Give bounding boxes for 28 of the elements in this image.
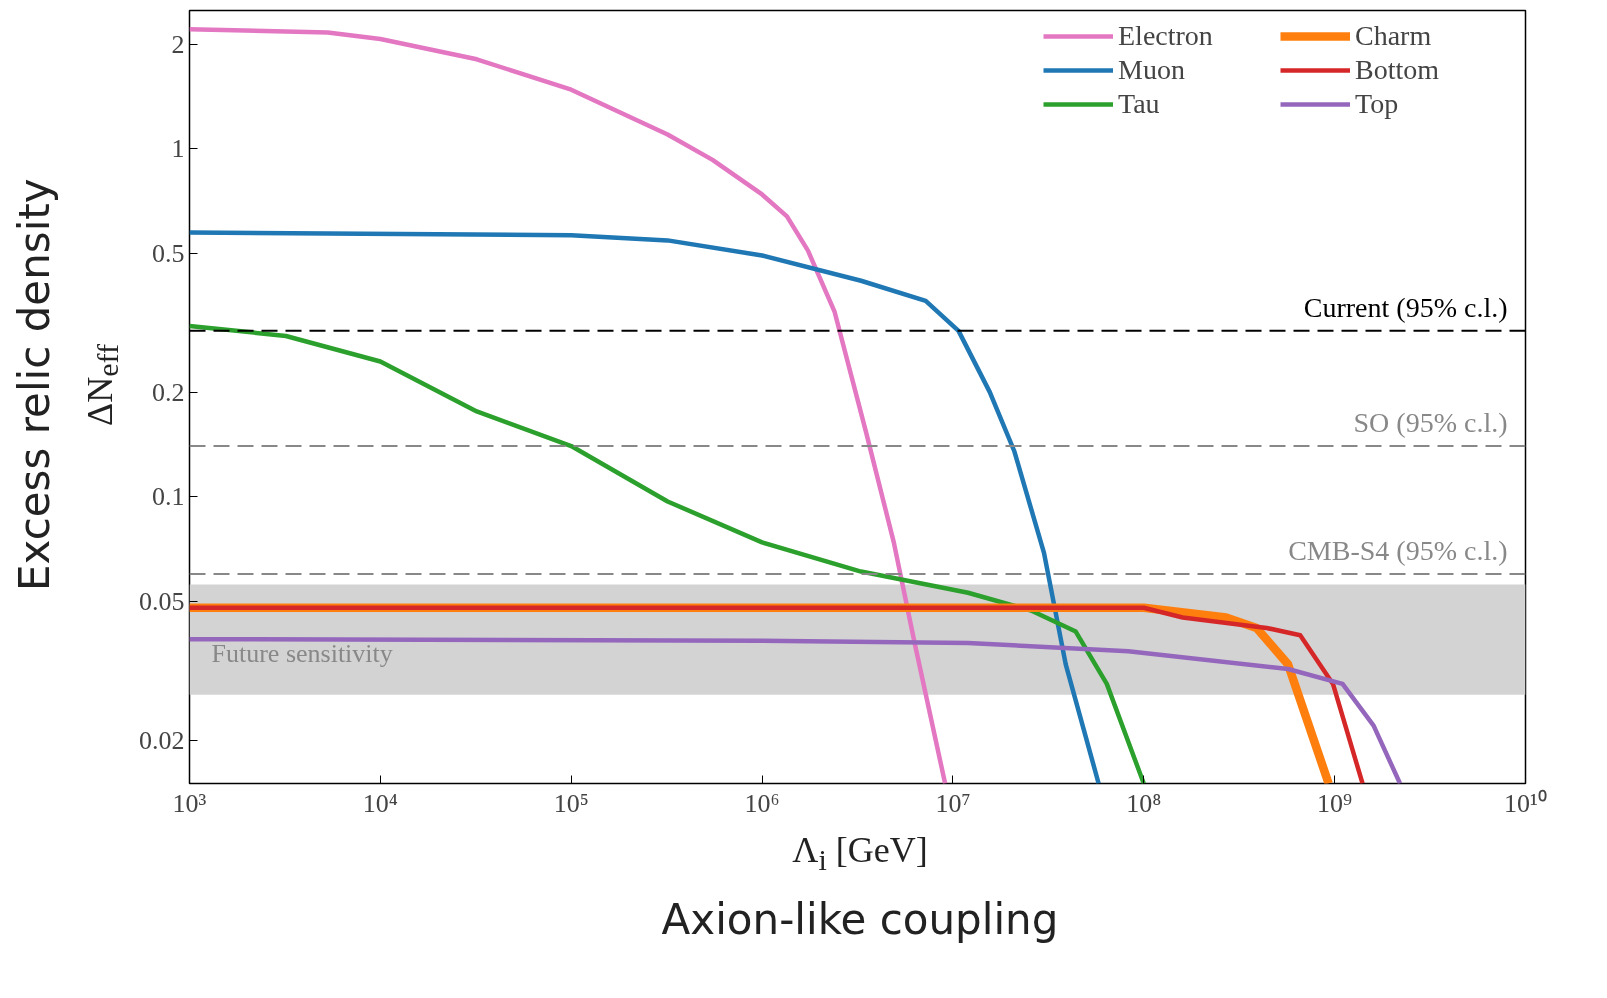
y-tick-label: 0.05 bbox=[139, 587, 185, 617]
y-tick-label: 0.1 bbox=[152, 482, 185, 512]
ref-line-label: Current (95% c.l.) bbox=[1303, 291, 1508, 323]
x-tick-label: 10⁴ bbox=[362, 788, 398, 818]
y-tick-label: 2 bbox=[171, 29, 185, 59]
x-tick-label: 10⁶ bbox=[744, 788, 780, 818]
text: Axion-like coupling bbox=[660, 894, 1060, 946]
legend-label: Top bbox=[1355, 88, 1400, 120]
x-tick-label: 10⁹ bbox=[1317, 788, 1353, 818]
x-tick-label: 10⁵ bbox=[553, 788, 589, 818]
band-label: Future sensitivity bbox=[211, 639, 393, 669]
ref-line-label: CMB-S4 (95% c.l.) bbox=[1288, 535, 1508, 567]
x-axis-title: Λ$_{i}$ [GeV] bbox=[791, 829, 929, 879]
legend-label: Muon bbox=[1118, 54, 1186, 86]
ref-line-label: SO (95% c.l.) bbox=[1353, 407, 1508, 439]
y-tick-label: 0.2 bbox=[152, 377, 185, 407]
legend-label: Tau bbox=[1118, 88, 1161, 120]
y-tick-label: 1 bbox=[171, 134, 185, 164]
x-tick-label: 10¹⁰ bbox=[1504, 788, 1547, 818]
legend-label: Charm bbox=[1355, 20, 1433, 52]
text: Excess relic density bbox=[9, 177, 60, 594]
x-tick-label: 10⁸ bbox=[1126, 788, 1162, 818]
x-tick-label: 10³ bbox=[172, 788, 207, 818]
x-tick-label: 10⁷ bbox=[935, 788, 971, 818]
y-tick-label: 0.5 bbox=[152, 239, 185, 269]
y-tick-label: 0.02 bbox=[139, 725, 185, 755]
legend-label: Electron bbox=[1118, 20, 1214, 52]
legend-label: Bottom bbox=[1355, 54, 1440, 86]
